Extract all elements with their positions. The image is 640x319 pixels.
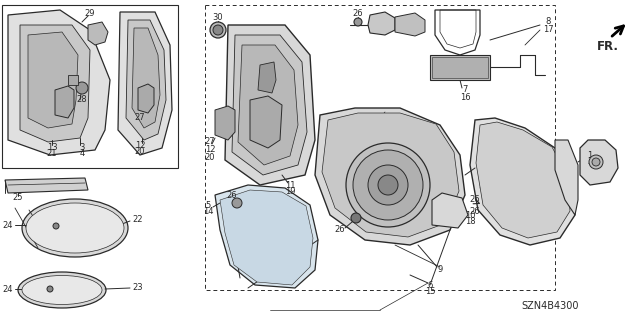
Text: 22: 22 [132,216,143,225]
Text: 20: 20 [135,146,145,155]
Polygon shape [432,57,488,78]
Text: 29: 29 [84,9,95,18]
Polygon shape [225,25,315,185]
Text: 24: 24 [3,220,13,229]
Text: 24: 24 [3,285,13,293]
Polygon shape [368,12,395,35]
Polygon shape [28,32,78,128]
Polygon shape [238,45,298,165]
Text: 3: 3 [79,143,84,152]
Circle shape [589,155,603,169]
Text: 7: 7 [462,85,468,94]
Text: 2: 2 [588,158,593,167]
Text: 26: 26 [470,196,480,204]
Polygon shape [395,13,425,36]
Text: 11: 11 [285,181,295,189]
Circle shape [213,25,223,35]
Text: 27: 27 [57,106,67,115]
Text: 19: 19 [285,188,295,197]
Text: 18: 18 [465,218,476,226]
Text: 26: 26 [227,190,237,199]
Circle shape [53,223,59,229]
Text: SZN4B4300: SZN4B4300 [521,301,579,311]
Polygon shape [88,22,108,45]
Circle shape [592,158,600,166]
Polygon shape [432,193,468,228]
Circle shape [210,22,226,38]
Polygon shape [5,178,88,193]
Polygon shape [580,140,618,185]
Text: 23: 23 [132,283,143,292]
Polygon shape [215,106,235,140]
Text: 17: 17 [543,25,554,33]
Polygon shape [68,75,78,85]
Text: 13: 13 [47,143,58,152]
Circle shape [76,82,88,94]
Ellipse shape [22,276,102,305]
Polygon shape [258,62,276,93]
Text: 28: 28 [77,95,87,105]
Circle shape [346,143,430,227]
Ellipse shape [22,199,128,257]
Polygon shape [132,28,160,128]
Circle shape [354,18,362,26]
Text: 8: 8 [545,18,550,26]
Polygon shape [476,122,570,238]
Bar [2,5,178,168]
Polygon shape [322,113,459,237]
Text: 4: 4 [79,149,84,158]
Text: 14: 14 [203,207,213,217]
Polygon shape [470,118,575,245]
Ellipse shape [18,272,106,308]
Text: 26: 26 [353,10,364,19]
Text: 27: 27 [134,114,145,122]
Circle shape [47,286,53,292]
Text: 5: 5 [205,201,211,210]
Text: 12: 12 [205,145,215,154]
Ellipse shape [26,203,124,253]
Bar [205,5,555,290]
Text: 1: 1 [588,151,593,160]
Circle shape [353,150,423,220]
Text: 26: 26 [470,207,480,217]
Text: 27: 27 [205,137,215,146]
Polygon shape [55,86,74,118]
Text: 15: 15 [425,287,435,296]
Text: 25: 25 [13,194,23,203]
Text: 16: 16 [460,93,470,101]
Circle shape [368,165,408,205]
Text: 12: 12 [135,140,145,150]
Circle shape [378,175,398,195]
Text: FR.: FR. [597,41,619,54]
Text: 30: 30 [212,13,223,23]
Text: 21: 21 [47,149,57,158]
Polygon shape [126,20,166,140]
Text: 9: 9 [437,265,443,275]
Polygon shape [315,108,465,245]
Text: 26: 26 [335,226,346,234]
Polygon shape [215,185,318,288]
Polygon shape [555,140,578,215]
Polygon shape [8,10,110,155]
Polygon shape [232,35,307,175]
Polygon shape [138,84,154,113]
Circle shape [232,198,242,208]
Polygon shape [220,190,313,285]
Text: 6: 6 [428,280,433,290]
Text: 20: 20 [205,152,215,161]
Text: 10: 10 [465,211,476,219]
Polygon shape [118,12,172,155]
Polygon shape [20,25,90,142]
Circle shape [351,213,361,223]
Polygon shape [430,55,490,80]
Polygon shape [250,96,282,148]
